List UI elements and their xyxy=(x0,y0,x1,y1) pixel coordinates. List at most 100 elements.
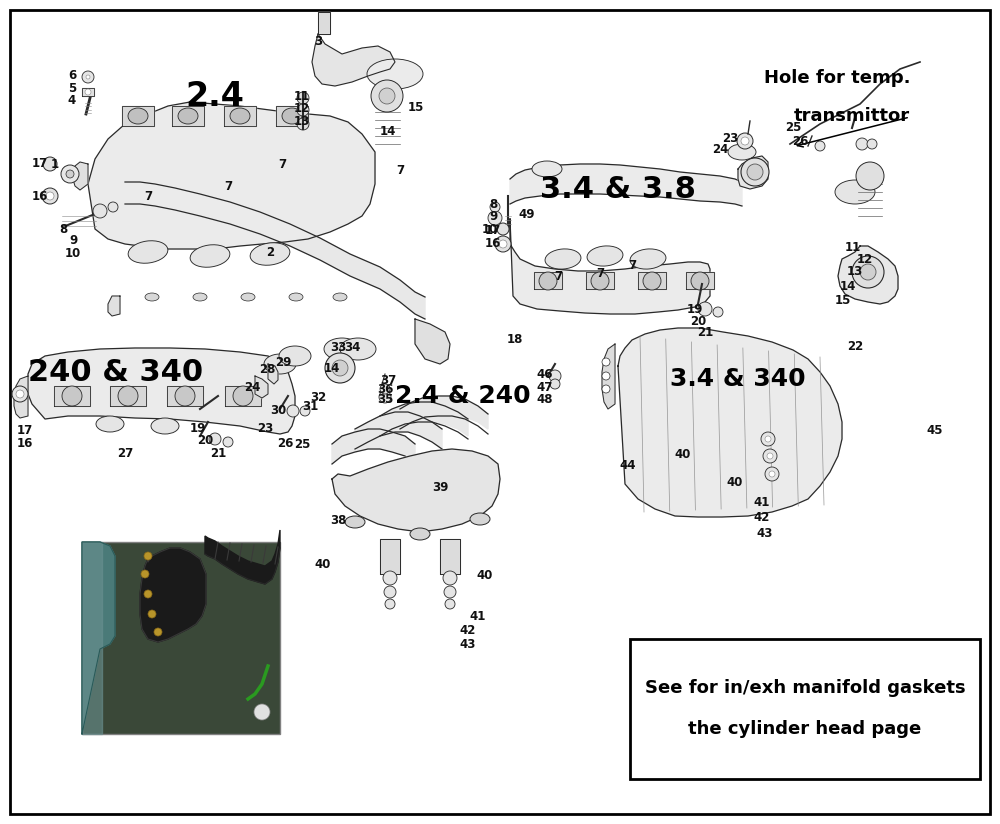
Polygon shape xyxy=(738,156,768,189)
Circle shape xyxy=(761,432,775,446)
Text: 48: 48 xyxy=(537,393,553,406)
Text: 3.4 & 3.8: 3.4 & 3.8 xyxy=(540,175,696,204)
Ellipse shape xyxy=(587,246,623,266)
Text: 20: 20 xyxy=(197,434,213,447)
Text: 21: 21 xyxy=(697,325,713,339)
Polygon shape xyxy=(108,296,120,316)
Circle shape xyxy=(549,370,561,382)
Text: 34: 34 xyxy=(344,341,360,354)
Polygon shape xyxy=(602,344,615,409)
Circle shape xyxy=(488,211,502,225)
Text: 8: 8 xyxy=(59,222,67,236)
Text: 19: 19 xyxy=(190,422,206,435)
Text: 39: 39 xyxy=(432,481,448,494)
Text: 5: 5 xyxy=(68,82,76,95)
Text: 7: 7 xyxy=(554,269,562,283)
Polygon shape xyxy=(82,542,102,734)
Ellipse shape xyxy=(128,108,148,124)
Text: See for in/exh manifold gaskets

the cylinder head page: See for in/exh manifold gaskets the cyli… xyxy=(645,679,965,738)
Text: 6: 6 xyxy=(68,69,76,82)
Ellipse shape xyxy=(333,293,347,301)
Circle shape xyxy=(499,240,507,248)
Polygon shape xyxy=(255,376,268,398)
Text: 20: 20 xyxy=(690,315,706,328)
Polygon shape xyxy=(355,412,442,449)
Polygon shape xyxy=(686,272,714,289)
Text: 24: 24 xyxy=(244,381,260,394)
Polygon shape xyxy=(332,429,415,464)
Polygon shape xyxy=(380,402,468,439)
Circle shape xyxy=(497,223,509,235)
Polygon shape xyxy=(28,348,295,434)
Text: 15: 15 xyxy=(408,101,424,114)
Ellipse shape xyxy=(264,354,296,374)
Circle shape xyxy=(297,104,309,116)
Circle shape xyxy=(233,386,253,406)
Circle shape xyxy=(144,552,152,560)
Text: 41: 41 xyxy=(754,496,770,509)
Polygon shape xyxy=(318,12,330,34)
Circle shape xyxy=(747,164,763,180)
Text: 14: 14 xyxy=(324,362,340,375)
Text: 14: 14 xyxy=(840,280,856,293)
Circle shape xyxy=(385,599,395,609)
Polygon shape xyxy=(510,164,742,206)
Circle shape xyxy=(254,704,270,720)
Circle shape xyxy=(118,386,138,406)
Ellipse shape xyxy=(151,418,179,434)
Circle shape xyxy=(867,139,877,149)
Text: 3: 3 xyxy=(314,35,322,48)
Circle shape xyxy=(300,406,310,416)
Circle shape xyxy=(66,170,74,178)
Text: 45: 45 xyxy=(927,424,943,437)
Circle shape xyxy=(698,302,712,316)
Text: 7: 7 xyxy=(396,164,404,177)
Text: 31: 31 xyxy=(302,400,318,413)
Circle shape xyxy=(108,202,118,212)
Text: 21: 21 xyxy=(210,447,226,460)
Ellipse shape xyxy=(545,249,581,269)
Circle shape xyxy=(741,158,769,186)
FancyBboxPatch shape xyxy=(630,639,980,779)
Text: 25: 25 xyxy=(294,438,310,452)
Text: 29: 29 xyxy=(275,356,291,369)
Text: 16: 16 xyxy=(17,437,33,450)
Polygon shape xyxy=(400,396,488,434)
Ellipse shape xyxy=(367,59,423,89)
Text: 35: 35 xyxy=(377,393,393,406)
Polygon shape xyxy=(332,449,500,532)
Text: 23: 23 xyxy=(722,132,738,145)
Polygon shape xyxy=(312,34,395,86)
Circle shape xyxy=(815,141,825,151)
Ellipse shape xyxy=(230,108,250,124)
Circle shape xyxy=(297,118,309,130)
Circle shape xyxy=(42,188,58,204)
Circle shape xyxy=(602,372,610,380)
Polygon shape xyxy=(122,106,154,126)
Text: 13: 13 xyxy=(847,265,863,279)
Circle shape xyxy=(62,386,82,406)
Polygon shape xyxy=(224,106,256,126)
Polygon shape xyxy=(167,386,203,406)
Circle shape xyxy=(379,88,395,104)
Circle shape xyxy=(860,264,876,280)
Circle shape xyxy=(767,453,773,459)
Ellipse shape xyxy=(145,293,159,301)
Ellipse shape xyxy=(324,338,360,360)
Text: 10: 10 xyxy=(65,247,81,260)
Polygon shape xyxy=(510,219,710,314)
Text: 17: 17 xyxy=(485,224,501,237)
Text: 26: 26 xyxy=(277,437,293,450)
Polygon shape xyxy=(88,102,375,249)
Text: 15: 15 xyxy=(835,294,851,307)
Polygon shape xyxy=(618,328,842,517)
Text: 17: 17 xyxy=(32,157,48,170)
Ellipse shape xyxy=(345,516,365,528)
Circle shape xyxy=(332,360,348,376)
Polygon shape xyxy=(638,272,666,289)
Circle shape xyxy=(383,571,397,585)
Polygon shape xyxy=(415,319,450,364)
Circle shape xyxy=(43,157,57,171)
Text: 7: 7 xyxy=(144,190,152,203)
Circle shape xyxy=(852,256,884,288)
